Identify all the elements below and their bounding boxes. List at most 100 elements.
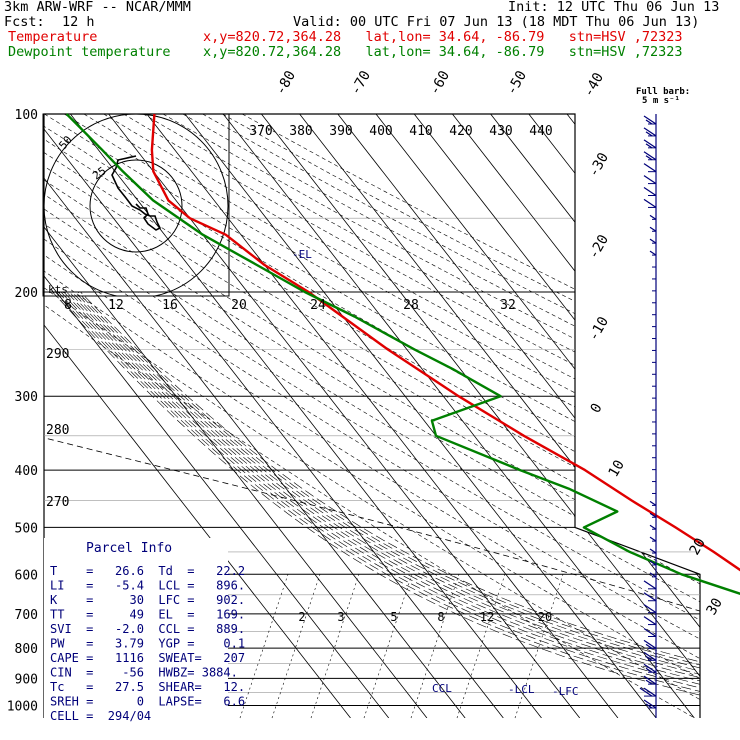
mixing-ratio-line: [514, 574, 564, 719]
wind-barb: [649, 250, 657, 256]
wind-barb: [649, 226, 657, 232]
moist-adiabat-5: [60, 291, 700, 718]
wind-barb: [643, 163, 657, 173]
isotherm-label--70: -70: [348, 68, 375, 98]
mixing-ratio-label-3: 3: [337, 610, 344, 624]
pressure-label-800: 800: [15, 642, 38, 657]
hodo-ring-25: 25: [90, 164, 108, 182]
mixing-ratio-line: [363, 574, 413, 719]
parcel-info-row: K = 30 LFC = 902.: [50, 593, 245, 607]
parcel-info-row: SREH = 0 LAPSE= 6.6: [50, 695, 245, 709]
mixing-ratio-label-8: 8: [437, 610, 444, 624]
pressure-label-1000: 1000: [7, 699, 38, 714]
dry-adiabat-330: [44, 114, 700, 718]
pressure-label-600: 600: [15, 568, 38, 583]
dry-adiabat-300: [44, 114, 700, 718]
temperature-location: x,y=820.72,364.28 lat,lon= 34.64, -86.79…: [203, 29, 683, 45]
parcel-info-row: T = 26.6 Td = 22.2: [50, 564, 245, 578]
barb-legend-line1: Full barb:: [636, 87, 690, 97]
wind-barb: [649, 560, 657, 566]
isotherm-50: [566, 114, 700, 718]
parcel-info-row: CIN = -56 HWBZ= 3884.: [50, 666, 238, 680]
moist-adiabat-35: [77, 291, 700, 718]
isotherm-label-10: 10: [606, 457, 628, 480]
dry-adiabat-250: [44, 114, 700, 718]
wind-barb: [643, 651, 657, 661]
parcel-info-row: TT = 49 EL = 169.: [50, 608, 245, 622]
wind-barb: [649, 214, 657, 220]
temperature-legend: Temperature: [8, 29, 98, 45]
dry-adiabat-270: [44, 114, 700, 718]
wind-barb: [639, 687, 657, 697]
hodo-scale-label-12: 12: [108, 298, 124, 313]
dry-adiabat-240: [44, 114, 700, 718]
isotherm-0: [375, 114, 700, 718]
moist-adiabat--10: [52, 291, 700, 718]
dry-adiabat-360: [44, 114, 700, 718]
marker-lcl: -LCL: [508, 683, 535, 696]
barb-legend-line2: 5 m s⁻¹: [642, 96, 680, 106]
isotherm-label--30: -30: [586, 150, 613, 180]
model-title: 3km ARW-WRF -- NCAR/MMM: [4, 0, 191, 15]
isotherm-label-20: 20: [687, 535, 709, 558]
wind-barb: [643, 639, 657, 649]
isotherm-label--40: -40: [581, 70, 608, 100]
theta-label-400: 400: [369, 124, 392, 139]
theta-left-label-290: 290: [46, 347, 69, 362]
wind-barb: [649, 524, 657, 530]
isotherm-label-30: 30: [704, 595, 726, 618]
wind-barb: [649, 536, 657, 542]
dewpoint-legend: Dewpoint temperature: [8, 44, 171, 60]
mixing-ratio-line: [310, 574, 360, 719]
wind-barb: [643, 604, 657, 614]
marker-lfc: -LFC: [552, 685, 579, 698]
hodo-units: kts: [48, 283, 68, 296]
theta-label-380: 380: [289, 124, 312, 139]
valid-time: Valid: 00 UTC Fri 07 Jun 13 (18 MDT Thu …: [293, 14, 700, 30]
theta-label-370: 370: [249, 124, 272, 139]
barb-legend: Full barb: 5 m s⁻¹: [636, 87, 690, 106]
isotherm-label-0: 0: [588, 401, 606, 416]
moist-adiabat-10: [63, 291, 700, 718]
wind-barb: [649, 548, 657, 554]
dry-adiabat-290: [44, 114, 700, 718]
isotherm--130: [44, 114, 351, 718]
mixing-ratio-label-20: 20: [538, 610, 552, 624]
isotherm--80: [70, 114, 542, 718]
wind-barb: [643, 592, 657, 602]
parcel-trace: [44, 234, 700, 679]
hodograph-trace: [111, 155, 162, 231]
hodo-scale-label-20: 20: [231, 298, 247, 313]
moist-adiabat-40: [80, 291, 700, 718]
dry-adiabat-230: [44, 114, 695, 718]
theta-left-label-270: 270: [46, 495, 69, 510]
isotherm--120: [44, 114, 390, 718]
dewpoint-line: [65, 113, 740, 595]
pressure-label-400: 400: [15, 464, 38, 479]
parcel-info-row: CELL = 294/04: [50, 709, 151, 723]
wind-barb: [643, 580, 657, 590]
marker-ccl: CCL: [432, 682, 452, 695]
isotherm-label--50: -50: [504, 68, 531, 98]
parcel-info-row: SVI = -2.0 CCL = 889.: [50, 622, 245, 636]
wind-barb: [643, 139, 657, 149]
init-time: Init: 12 UTC Thu 06 Jun 13: [508, 0, 720, 15]
theta-left-label-280: 280: [46, 423, 69, 438]
isotherm--50: [184, 114, 657, 718]
mixing-ratio-label-2: 2: [298, 610, 305, 624]
wind-barb: [643, 198, 657, 208]
moist-adiabat-25: [71, 291, 700, 718]
pressure-label-700: 700: [15, 608, 38, 623]
isotherm--60: [146, 114, 619, 718]
wind-barb: [643, 175, 657, 185]
moist-adiabat-30: [74, 291, 700, 718]
hodo-scale-label-24: 24: [310, 298, 326, 313]
isotherm--90: [44, 114, 504, 718]
mixing-ratio-label-12: 12: [480, 610, 494, 624]
mixing-ratio-line: [239, 574, 289, 719]
wind-barb: [643, 187, 657, 197]
pressure-label-900: 900: [15, 672, 38, 687]
theta-label-430: 430: [489, 124, 512, 139]
hodo-scale-label-8: 8: [64, 298, 72, 313]
